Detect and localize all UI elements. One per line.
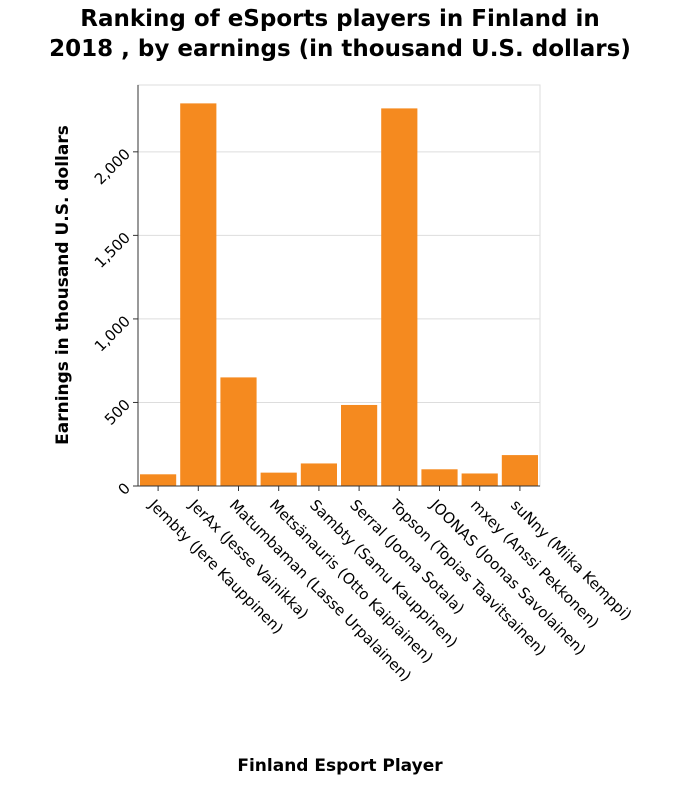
y-tick-label: 1,500 xyxy=(91,229,134,272)
y-tick-label: 1,000 xyxy=(91,312,134,355)
bar xyxy=(220,377,257,486)
bar xyxy=(140,474,177,486)
bar xyxy=(180,103,217,487)
bar xyxy=(300,463,337,486)
chart-title: Ranking of eSports players in Finland in… xyxy=(49,6,631,62)
y-tick-label: 2,000 xyxy=(91,145,134,188)
axes xyxy=(133,85,540,491)
bars xyxy=(140,103,538,487)
y-tick-label: 500 xyxy=(101,396,134,429)
y-axis-label: Earnings in thousand U.S. dollars xyxy=(53,125,73,445)
bar xyxy=(461,473,498,486)
bar xyxy=(421,469,458,486)
bar xyxy=(341,404,378,486)
y-tick-label: 0 xyxy=(115,479,134,498)
bar xyxy=(501,455,538,486)
bar xyxy=(260,472,297,486)
bar xyxy=(381,108,418,487)
x-axis-label: Finland Esport Player xyxy=(237,756,443,776)
